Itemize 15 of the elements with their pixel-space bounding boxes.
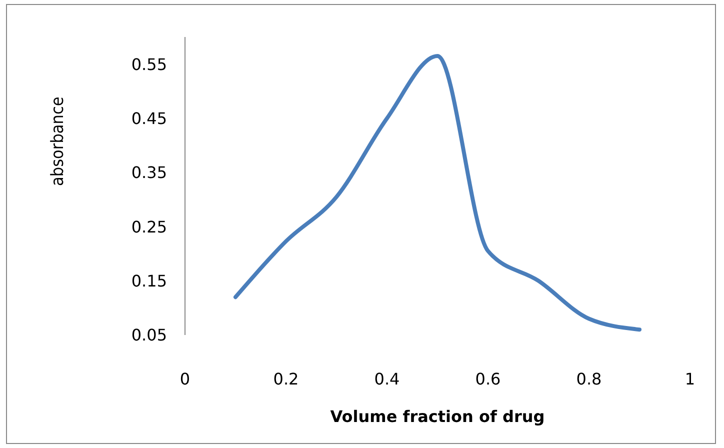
x-axis-title: Volume fraction of drug xyxy=(330,407,545,426)
y-axis-title: absorbance xyxy=(48,96,68,186)
x-tick-label: 0 xyxy=(180,369,190,388)
y-tick-label: 0.45 xyxy=(131,108,167,128)
x-tick-label: 0.4 xyxy=(374,369,400,388)
y-tick-label: 0.05 xyxy=(131,326,167,345)
x-tick-label: 0.6 xyxy=(475,369,501,388)
x-tick-label: 1 xyxy=(684,369,696,388)
y-tick-label: 0.35 xyxy=(131,163,167,182)
x-tick-label: 0.2 xyxy=(273,369,299,388)
x-tick-label: 0.8 xyxy=(576,369,602,388)
line-series xyxy=(234,54,642,332)
y-tick-label: 0.25 xyxy=(131,217,167,236)
y-tick-label: 0.55 xyxy=(131,54,167,74)
y-tick-label: 0.15 xyxy=(131,272,167,290)
